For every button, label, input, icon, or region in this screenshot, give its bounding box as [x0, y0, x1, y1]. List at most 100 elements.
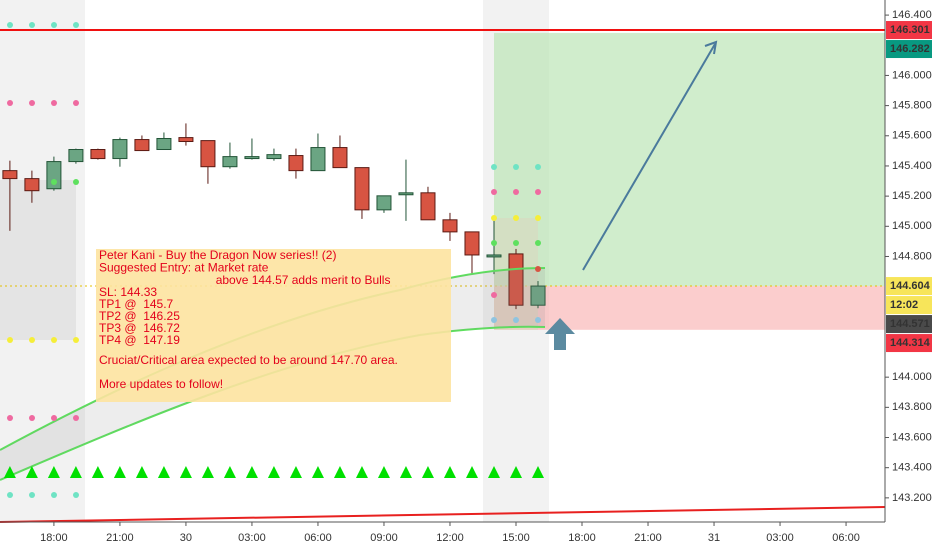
- annotation-line: Peter Kani - Buy the Dragon Now series!!…: [99, 248, 336, 262]
- y-tick-label: 143.400: [892, 462, 932, 474]
- candle-body: [486, 254, 502, 258]
- indicator-triangle: [25, 466, 38, 478]
- indicator-dot: [7, 492, 13, 498]
- candle-body: [508, 253, 524, 306]
- indicator-dot: [491, 164, 497, 170]
- x-tick-label: 18:00: [40, 532, 68, 544]
- indicator-triangle: [135, 466, 148, 478]
- x-tick-label: 12:00: [436, 532, 464, 544]
- price-label-box: [886, 334, 932, 353]
- arrow-head: [704, 40, 718, 55]
- annotation-line: above 144.57 adds merit to Bulls: [99, 273, 390, 287]
- candle-body: [420, 192, 436, 221]
- indicator-dot: [73, 179, 79, 185]
- indicator-dot: [51, 415, 57, 421]
- candle-body: [244, 156, 260, 160]
- indicator-dot: [513, 317, 519, 323]
- price-label-box: [886, 40, 932, 59]
- indicator-dot: [7, 337, 13, 343]
- y-tick-label: 145.200: [892, 190, 932, 202]
- indicator-dot: [7, 22, 13, 28]
- price-label-box: [886, 277, 932, 296]
- indicator-triangle: [311, 466, 324, 478]
- price-label-box: [886, 296, 932, 315]
- x-tick-label: 03:00: [766, 532, 794, 544]
- indicator-dot: [73, 100, 79, 106]
- price-label-box: [886, 315, 932, 334]
- indicator-dot: [51, 492, 57, 498]
- indicator-dot: [513, 164, 519, 170]
- x-tick-label: 06:00: [304, 532, 332, 544]
- indicator-dot: [51, 22, 57, 28]
- target-arrow: [582, 43, 716, 271]
- candle-body: [332, 147, 348, 169]
- x-tick-label: 15:00: [502, 532, 530, 544]
- indicator-triangle: [443, 466, 456, 478]
- indicator-triangle: [69, 466, 82, 478]
- annotation-line: SL: 144.33: [99, 285, 157, 299]
- candle-body: [134, 139, 150, 152]
- candle-body: [90, 149, 106, 160]
- x-tick-label: 31: [708, 532, 720, 544]
- x-tick-label: 21:00: [634, 532, 662, 544]
- indicator-triangle: [201, 466, 214, 478]
- candle-body: [464, 231, 480, 256]
- indicator-dot: [535, 266, 541, 272]
- indicator-dot: [535, 164, 541, 170]
- indicator-triangle: [355, 466, 368, 478]
- y-tick-label: 145.800: [892, 100, 932, 112]
- candle-body: [178, 137, 194, 143]
- indicator-triangle: [509, 466, 522, 478]
- candle-body: [442, 219, 458, 233]
- indicator-triangle: [465, 466, 478, 478]
- candle-body: [288, 155, 304, 172]
- profit-zone: [494, 32, 885, 287]
- indicator-triangle: [223, 466, 236, 478]
- indicator-triangle: [421, 466, 434, 478]
- indicator-triangle: [289, 466, 302, 478]
- candle-body: [2, 170, 18, 180]
- indicator-dot: [51, 100, 57, 106]
- annotation-line: TP3 @ 146.72: [99, 321, 180, 335]
- indicator-dot: [73, 337, 79, 343]
- x-tick-label: 30: [180, 532, 192, 544]
- annotation-line: TP2 @ 146.25: [99, 309, 180, 323]
- indicator-dot: [535, 240, 541, 246]
- y-tick-label: 143.600: [892, 431, 932, 443]
- indicator-triangle: [113, 466, 126, 478]
- indicator-dot: [29, 492, 35, 498]
- indicator-dot: [29, 337, 35, 343]
- price-label-box: [886, 21, 932, 40]
- candle-body: [266, 154, 282, 160]
- price-axis: [885, 0, 932, 550]
- y-tick-label: 145.000: [892, 220, 932, 232]
- y-tick-label: 144.000: [892, 371, 932, 383]
- candle-body: [156, 137, 172, 151]
- range-box: [0, 180, 76, 340]
- annotation-line: Cruciat/Critical area expected to be aro…: [99, 353, 398, 367]
- price-label: 144.571: [890, 318, 930, 330]
- indicator-triangle: [157, 466, 170, 478]
- indicator-triangle: [47, 466, 60, 478]
- indicator-triangle: [399, 466, 412, 478]
- y-tick-label: 146.000: [892, 69, 932, 81]
- candle-body: [46, 161, 62, 190]
- indicator-dot: [535, 189, 541, 195]
- loss-zone: [494, 286, 885, 330]
- indicator-dot: [535, 215, 541, 221]
- y-tick-label: 144.800: [892, 250, 932, 262]
- candle-body: [376, 195, 392, 211]
- indicator-triangle: [179, 466, 192, 478]
- price-label: 144.604: [890, 280, 931, 292]
- indicator-dot: [513, 240, 519, 246]
- annotation-line: TP1 @ 145.7: [99, 297, 174, 311]
- indicator-dot: [73, 415, 79, 421]
- x-tick-label: 03:00: [238, 532, 266, 544]
- candle-body: [222, 156, 238, 168]
- annotation-box: [96, 249, 451, 402]
- indicator-triangle: [487, 466, 500, 478]
- indicator-dot: [73, 492, 79, 498]
- x-tick-label: 09:00: [370, 532, 398, 544]
- y-tick-label: 143.800: [892, 401, 932, 413]
- candle-body: [530, 285, 546, 306]
